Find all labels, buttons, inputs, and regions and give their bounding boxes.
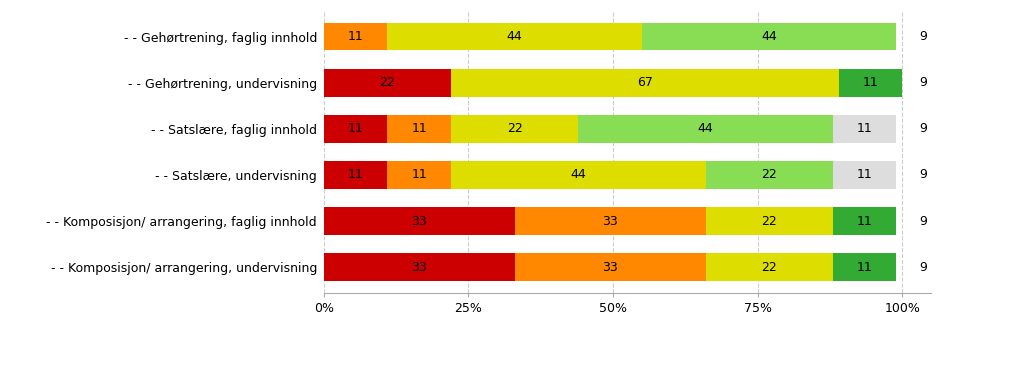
Bar [832,115,896,142]
Text: 33: 33 [411,214,427,228]
Bar [324,69,451,96]
Bar [387,23,641,51]
Bar [451,115,577,142]
Text: 22: 22 [760,214,776,228]
Bar [705,161,832,189]
Bar [451,69,838,96]
Text: 11: 11 [348,30,363,43]
Bar [515,207,705,235]
Text: 44: 44 [507,30,522,43]
Text: 33: 33 [602,261,618,274]
Text: 33: 33 [411,261,427,274]
Text: 11: 11 [348,122,363,135]
Text: 44: 44 [697,122,713,135]
Text: 11: 11 [861,76,878,89]
Bar [832,207,896,235]
Text: 11: 11 [856,122,871,135]
Text: 9: 9 [919,168,926,182]
Text: 67: 67 [636,76,652,89]
Bar [641,23,896,51]
Text: 44: 44 [760,30,776,43]
Bar [387,115,451,142]
Text: 9: 9 [919,76,926,89]
Text: 11: 11 [411,168,427,182]
Text: 44: 44 [570,168,585,182]
Bar [324,253,515,281]
Text: 11: 11 [856,214,871,228]
Bar [838,69,901,96]
Bar [832,253,896,281]
Text: 33: 33 [602,214,618,228]
Text: 11: 11 [411,122,427,135]
Bar [832,161,896,189]
Text: 22: 22 [507,122,522,135]
Bar [324,207,515,235]
Text: 11: 11 [856,261,871,274]
Text: 9: 9 [919,261,926,274]
Bar [324,115,387,142]
Text: 22: 22 [760,261,776,274]
Text: 9: 9 [919,214,926,228]
Text: 22: 22 [379,76,395,89]
Text: 22: 22 [760,168,776,182]
Text: 11: 11 [856,168,871,182]
Bar [515,253,705,281]
Bar [387,161,451,189]
Text: 9: 9 [919,122,926,135]
Bar [705,253,832,281]
Bar [577,115,832,142]
Text: 11: 11 [348,168,363,182]
Bar [324,161,387,189]
Bar [324,23,387,51]
Bar [451,161,705,189]
Text: 9: 9 [919,30,926,43]
Bar [705,207,832,235]
